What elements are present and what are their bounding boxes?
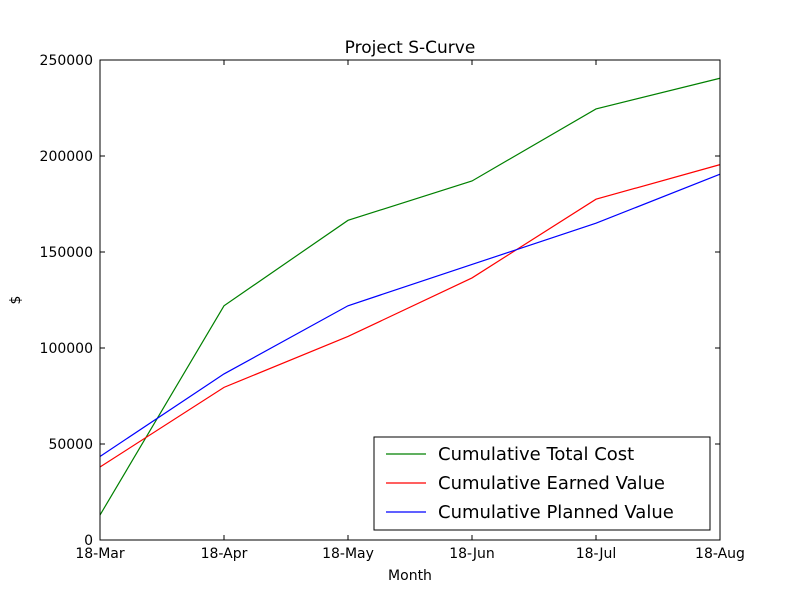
x-tick-label: 18-Apr	[201, 546, 248, 562]
series-layer	[99, 77, 721, 516]
legend-box	[373, 436, 711, 531]
series-line-3	[99, 173, 721, 457]
plot-frame	[99, 59, 721, 541]
y-tick-label: 250000	[40, 53, 93, 69]
legend-label-2: Cumulative Earned Value	[438, 473, 665, 494]
x-tick-label: 18-Aug	[695, 546, 745, 562]
y-tick-label: 50000	[48, 437, 93, 453]
legend: Cumulative Total Cost Cumulative Earned V…	[373, 436, 711, 531]
x-tick-label: 18-Jun	[449, 546, 495, 562]
y-tick-label: 100000	[40, 341, 93, 357]
ticks-layer: 18-Mar 18-Apr 18-May 18-Jun 18-Jul 18-Aug 0 500…	[40, 53, 745, 562]
legend-label-3: Cumulative Planned Value	[438, 502, 674, 523]
y-axis-label: $	[8, 296, 24, 305]
y-tick-label: 150000	[40, 245, 93, 261]
chart-title: Project S-Curve	[345, 38, 476, 58]
x-tick-label: 18-Jul	[576, 546, 617, 562]
series-line-1	[99, 77, 721, 516]
y-tick-label: 0	[84, 533, 93, 549]
y-tick-label: 200000	[40, 149, 93, 165]
x-tick-label: 18-May	[322, 546, 374, 562]
x-tick-label: 18-Mar	[75, 546, 125, 562]
legend-label-1: Cumulative Total Cost	[438, 444, 634, 465]
series-line-2	[99, 164, 721, 468]
x-axis-label: Month	[388, 568, 432, 584]
